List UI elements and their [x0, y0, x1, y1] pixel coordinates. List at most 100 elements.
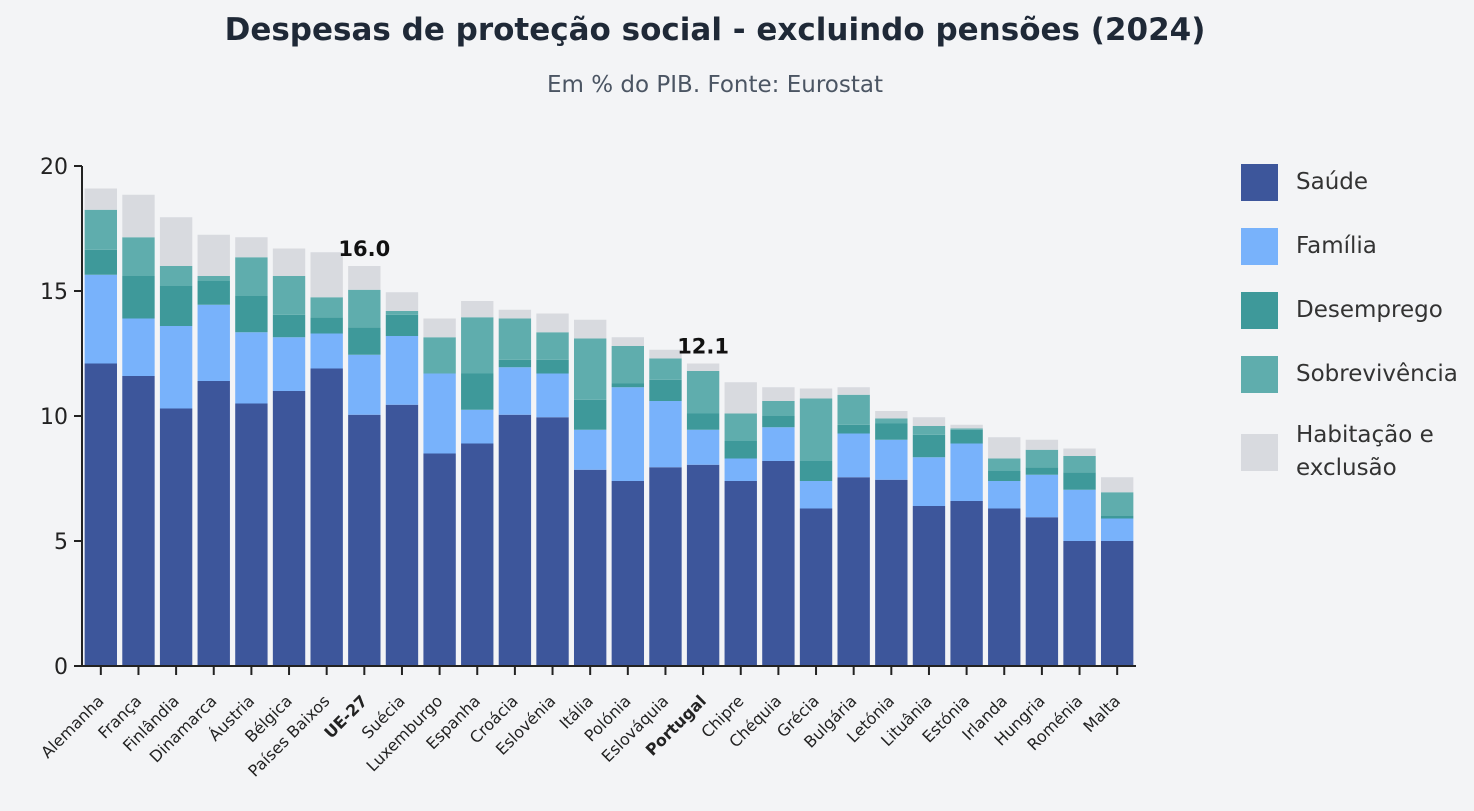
bar-segment [310, 317, 343, 334]
legend-swatch-habitacao [1241, 433, 1278, 471]
bar-segment [799, 481, 833, 509]
bar-segment [536, 359, 569, 374]
bar-segment [875, 418, 908, 424]
bar-segment [611, 387, 645, 481]
bar-segment [536, 332, 569, 360]
bar-segment [423, 318, 456, 338]
bar-segment [84, 363, 117, 666]
y-tick-label: 5 [54, 530, 68, 555]
bar-segment [197, 381, 230, 666]
bar-segment [724, 413, 757, 441]
bar-segment [762, 387, 795, 401]
bar-segment [272, 276, 306, 315]
bar-segment [649, 349, 682, 359]
bar-segment [310, 297, 343, 318]
bar-segment [385, 311, 419, 315]
bar-segment [310, 333, 343, 369]
bar-segment [197, 281, 230, 305]
bar-segment [1063, 456, 1096, 473]
bar-segment [686, 363, 720, 371]
bar-segment [1025, 517, 1059, 666]
bar-segment [1063, 541, 1096, 666]
bar-segment [988, 471, 1021, 481]
bar-segment [348, 327, 381, 355]
bar-segment [272, 337, 306, 391]
bar-segment [461, 317, 494, 374]
bar-segment [348, 289, 381, 328]
bar-segment [762, 461, 795, 666]
legend-swatch-saude [1241, 164, 1278, 201]
bar-segment [837, 387, 870, 395]
legend-label-desemprego: Desemprego [1296, 296, 1443, 323]
bar-segment [310, 252, 343, 298]
bar-segment [573, 469, 607, 666]
bar-segment [837, 394, 870, 425]
bar-segment [1025, 439, 1059, 450]
bar-segment [573, 429, 607, 470]
bar-segment [837, 424, 870, 434]
bar-segment [197, 234, 230, 276]
bar-segment [724, 458, 757, 481]
bar-segment [272, 391, 306, 666]
bar-segment [686, 429, 720, 465]
legend-swatch-desemprego [1241, 292, 1278, 329]
bar-segment [912, 417, 946, 426]
bar-segment [1100, 541, 1134, 666]
bar-segment [84, 209, 117, 250]
y-tick-label: 10 [40, 405, 68, 430]
bar-segment [536, 313, 569, 333]
bar-segment [573, 319, 607, 339]
bar-segment [875, 423, 908, 440]
bar-segment [799, 508, 833, 666]
legend-item-desemprego: Desemprego [1241, 292, 1471, 329]
bar-segment [122, 318, 155, 376]
bar-segment [988, 458, 1021, 471]
bar-segment [649, 467, 682, 666]
bar-segment [799, 461, 833, 481]
bar-segment [649, 379, 682, 401]
bar-segment [611, 337, 645, 346]
bar-segment [912, 434, 946, 458]
bar-segment [348, 266, 381, 290]
legend-label-sobrevivencia: Sobrevivência [1296, 360, 1458, 387]
y-tick-label: 0 [54, 655, 68, 680]
bar-segment [235, 257, 268, 296]
bar-segment [159, 326, 193, 409]
bar-segment [498, 367, 532, 415]
bar-segment [1100, 477, 1134, 493]
bar-segment [235, 237, 268, 258]
bar-segment [950, 501, 983, 666]
chart-title: Despesas de proteção social - excluindo … [224, 12, 1206, 48]
bar-segment [272, 314, 306, 338]
bar-segment [122, 237, 155, 276]
bar-segment [950, 424, 983, 429]
bar-segment [461, 301, 494, 318]
bar-segment [498, 309, 532, 319]
bar-segment [348, 354, 381, 415]
bar-segment [611, 383, 645, 388]
bar-segment [1100, 516, 1134, 519]
bar-segment [1063, 472, 1096, 490]
bar-segment [1100, 518, 1134, 541]
bar-segment [988, 508, 1021, 666]
bar-segment [912, 457, 946, 506]
bar-segment [197, 276, 230, 281]
bar-segment [461, 409, 494, 444]
bar-segment [762, 427, 795, 461]
bar-segment [159, 217, 193, 266]
bar-segment [799, 388, 833, 399]
bar-segment [611, 346, 645, 384]
legend-label-habitacao: Habitação e exclusão [1296, 422, 1434, 482]
bar-segment [423, 453, 456, 666]
bar-segment [159, 286, 193, 326]
x-tick-label: Malta [1079, 691, 1124, 736]
bar-segment [385, 336, 419, 405]
bar-segment [724, 441, 757, 459]
legend-item-saude: Saúde [1241, 164, 1471, 201]
bar-segment [385, 404, 419, 666]
bar-segment [84, 249, 117, 275]
bar-segment [122, 376, 155, 666]
bar-segment [912, 506, 946, 666]
bar-segment [1063, 448, 1096, 456]
bar-segment [649, 401, 682, 468]
